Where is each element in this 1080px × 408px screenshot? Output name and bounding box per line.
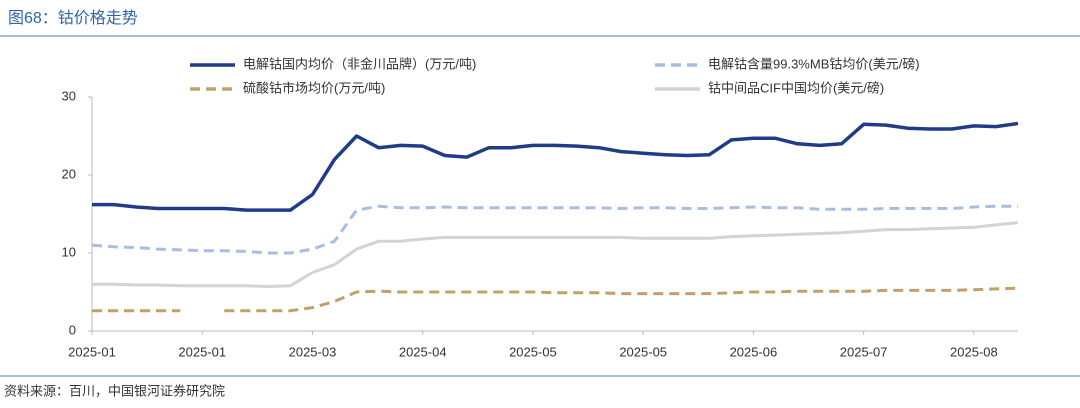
x-tick-label: 2025-08 (950, 344, 998, 359)
x-tick-label: 2025-06 (730, 344, 778, 359)
x-tick-label: 2025-04 (399, 344, 447, 359)
x-tick-label: 2025-01 (178, 344, 226, 359)
legend-label: 钴中间品CIF中国均价(美元/磅) (708, 80, 884, 95)
y-tick-label: 20 (62, 166, 76, 181)
legend-label: 电解钴国内均价（非金川品牌）(万元/吨) (243, 56, 476, 71)
x-tick-label: 2025-01 (68, 344, 116, 359)
y-tick-label: 10 (62, 244, 76, 259)
y-tick-label: 0 (69, 322, 76, 337)
x-tick-label: 2025-05 (509, 344, 557, 359)
series-line (91, 204, 1018, 255)
x-tick-label: 2025-07 (840, 344, 888, 359)
x-tick-label: 2025-03 (289, 344, 337, 359)
series-line (92, 286, 1019, 313)
x-tick-label: 2025-05 (619, 344, 667, 359)
legend-label: 硫酸钴市场均价(万元/吨) (243, 80, 385, 95)
source: 资料来源：百川，中国银河证券研究院 (4, 383, 225, 398)
chart-title: 图68：钴价格走势 (8, 9, 138, 27)
y-tick-label: 30 (62, 88, 76, 103)
series-line (92, 121, 1019, 212)
series-line (92, 221, 1019, 288)
legend-label: 电解钴含量99.3%MB钴均价(美元/磅) (708, 56, 920, 71)
